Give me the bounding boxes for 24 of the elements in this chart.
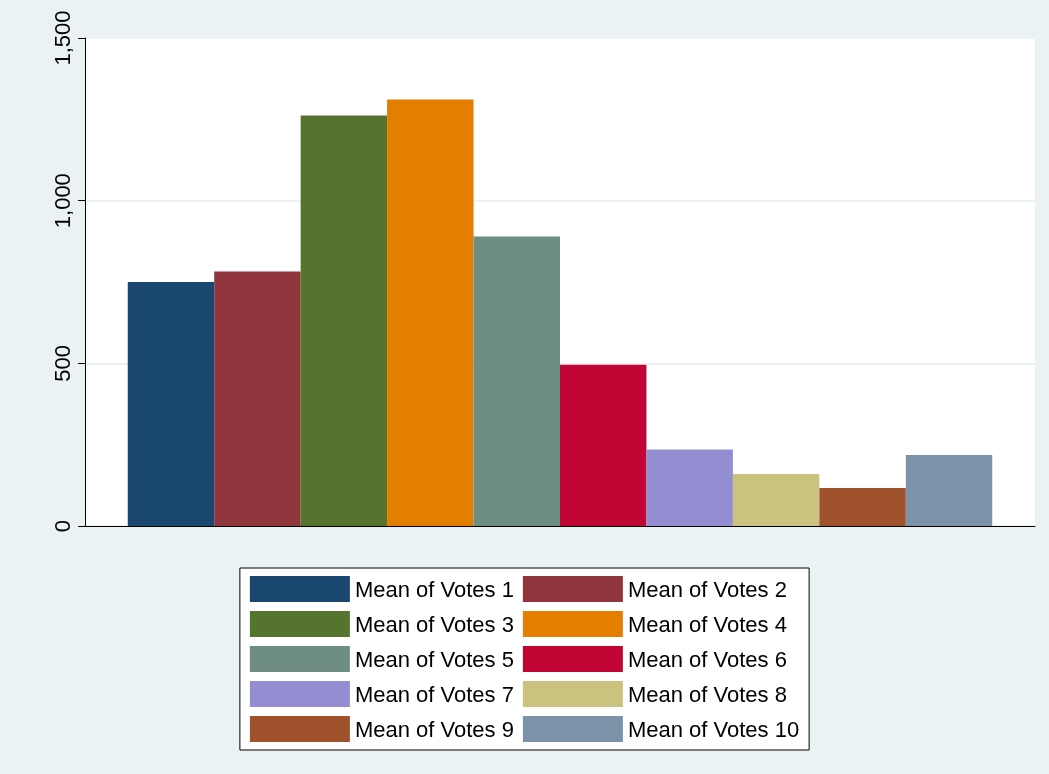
legend-label: Mean of Votes 7: [354, 681, 514, 707]
bar: [560, 364, 647, 526]
legend-label: Mean of Votes 5: [354, 646, 514, 672]
legend-label: Mean of Votes 3: [354, 611, 514, 637]
legend-label: Mean of Votes 6: [627, 646, 787, 672]
y-tick-label: 500: [49, 344, 75, 382]
bar: [214, 271, 301, 526]
legend-label: Mean of Votes 2: [627, 576, 787, 602]
bar: [387, 99, 474, 526]
bar: [473, 236, 560, 526]
legend-label: Mean of Votes 10: [627, 716, 800, 742]
legend-label: Mean of Votes 9: [354, 716, 514, 742]
bar: [732, 473, 820, 526]
legend-label: Mean of Votes 1: [354, 576, 514, 602]
y-tick-label: 1,500: [49, 10, 75, 66]
legend-label: Mean of Votes 8: [627, 681, 787, 707]
y-tick-label: 1,000: [49, 173, 75, 229]
bar: [905, 455, 993, 526]
legend-label: Mean of Votes 4: [627, 611, 787, 637]
y-tick-label: 0: [49, 519, 75, 533]
bar: [300, 115, 388, 526]
bar: [819, 487, 906, 526]
bar: [646, 449, 733, 526]
bar: [127, 282, 215, 526]
